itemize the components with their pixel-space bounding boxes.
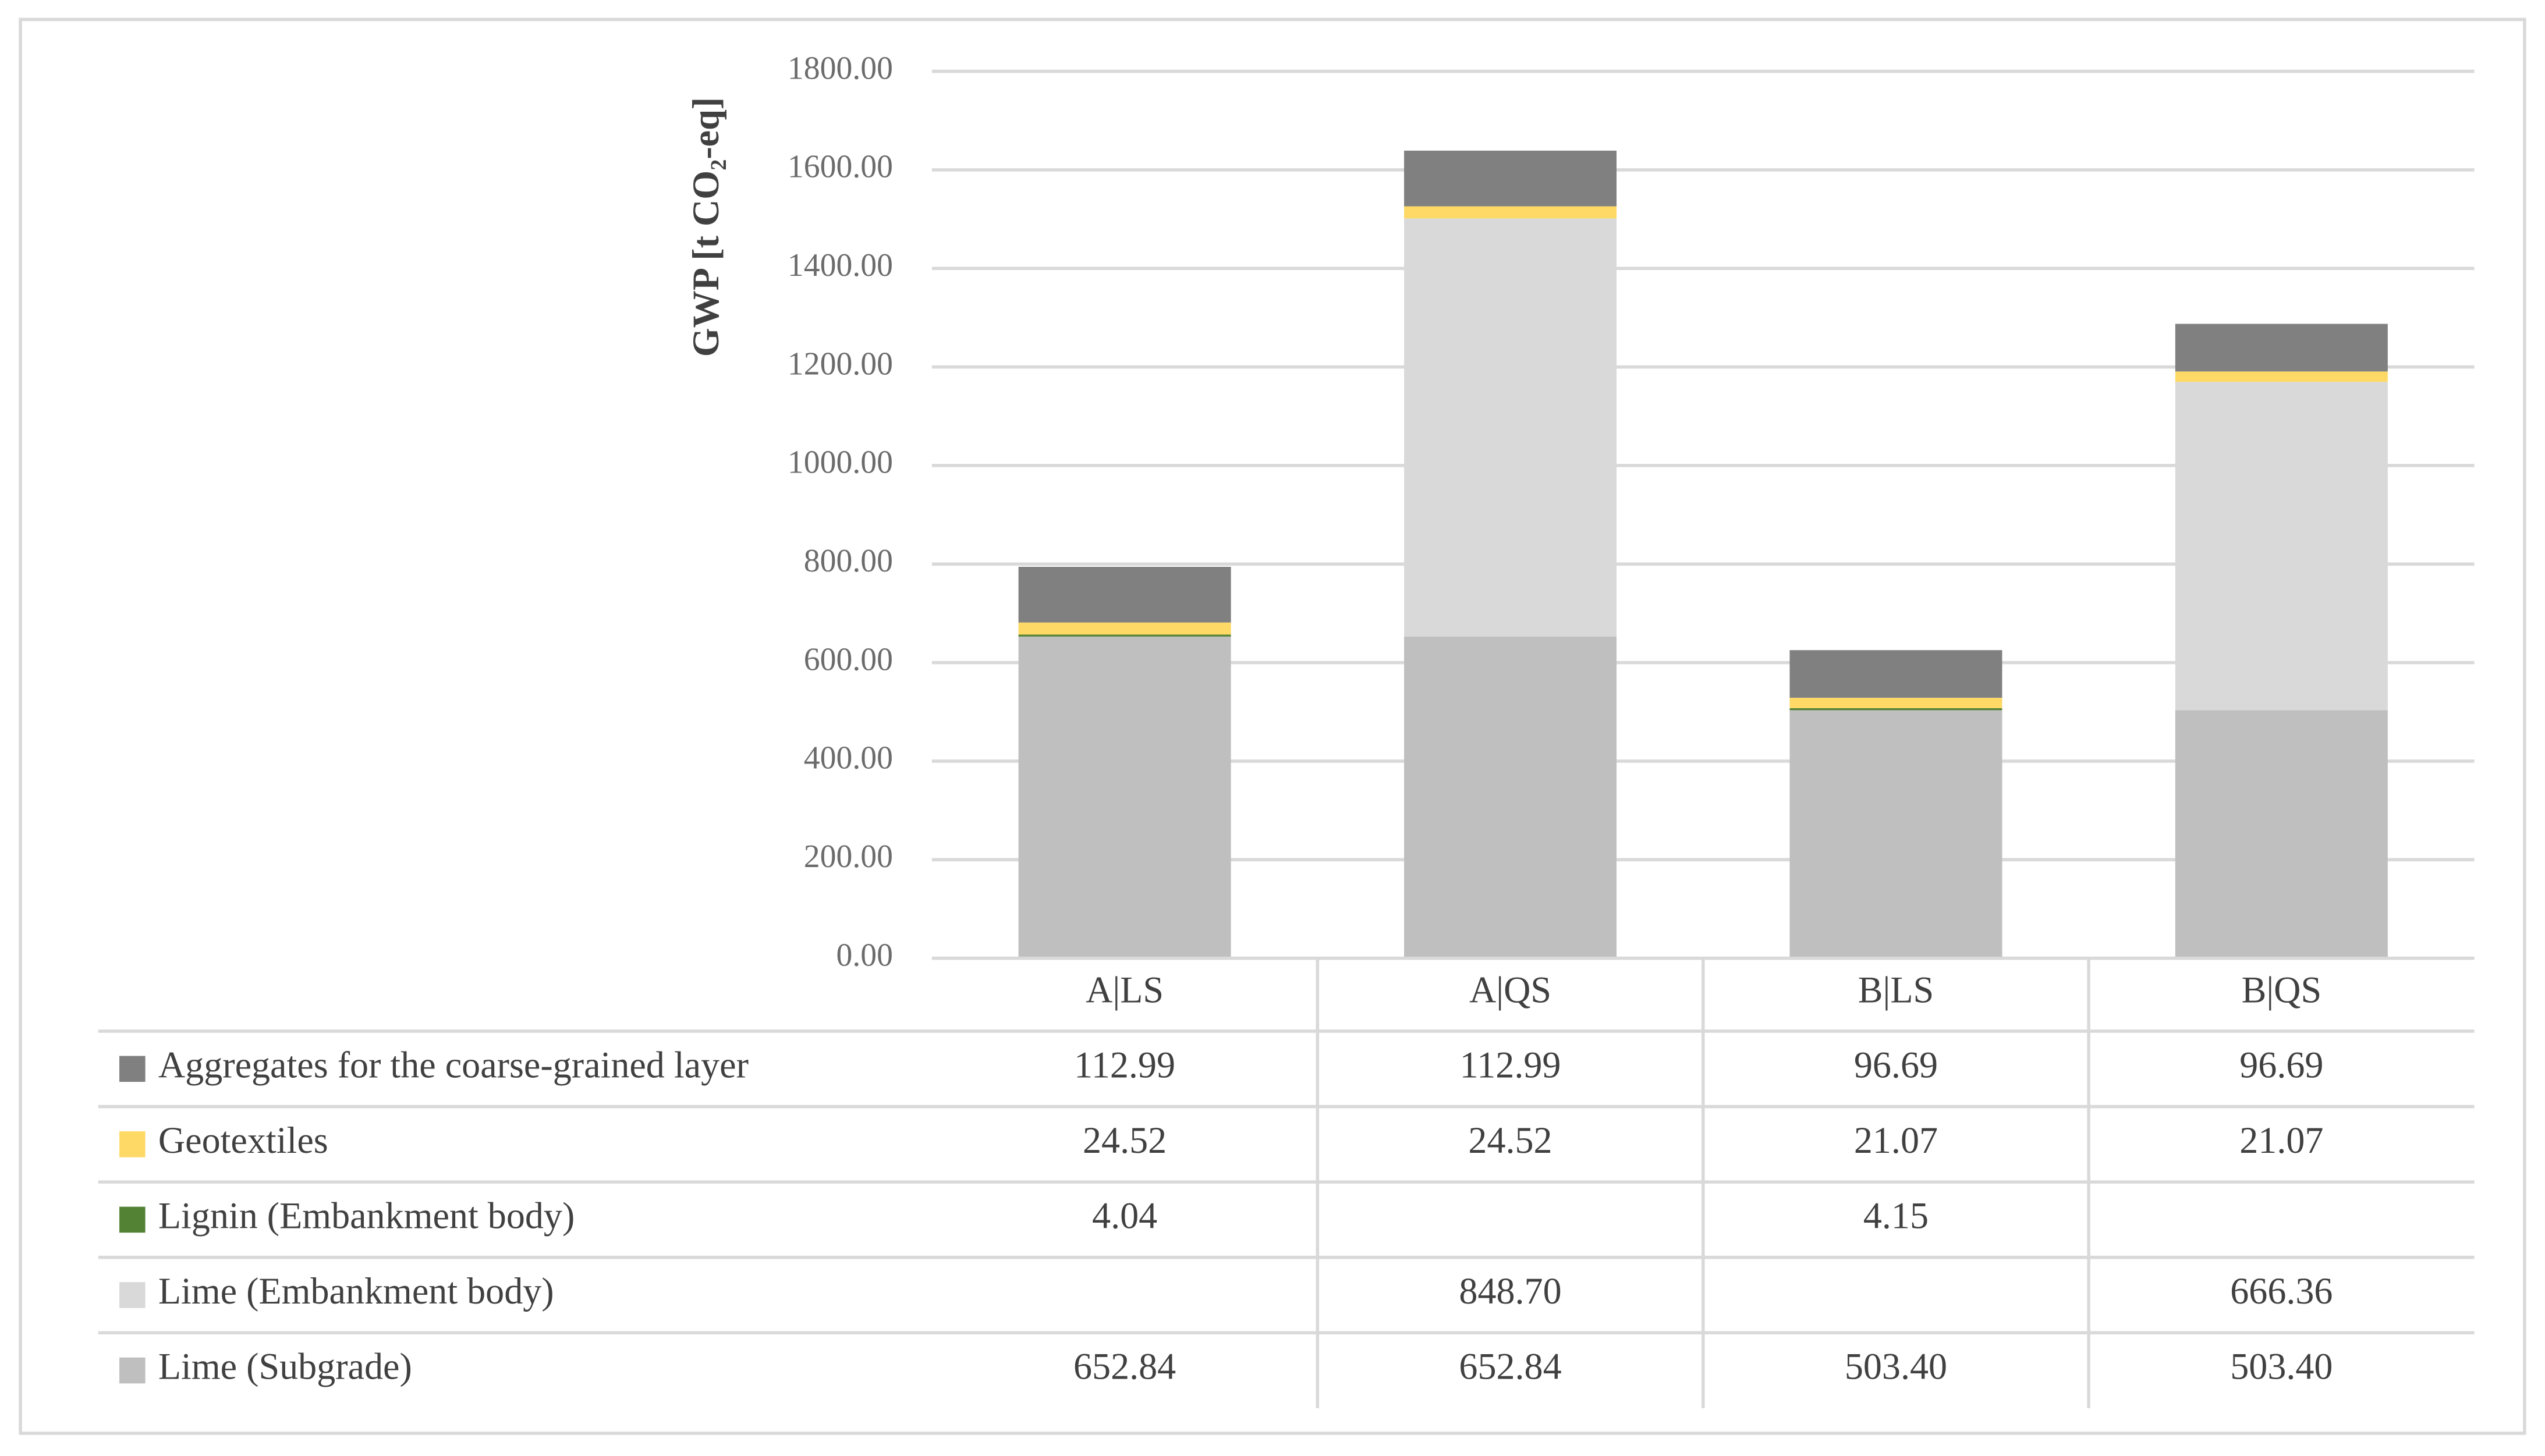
bar-segment xyxy=(1789,710,2002,958)
y-axis-label: GWP [t CO₂-eq] xyxy=(685,97,726,357)
x-tick-label: B|LS xyxy=(1858,970,1934,1011)
legend-swatch xyxy=(119,1206,146,1233)
legend-label: Aggregates for the coarse-grained layer xyxy=(158,1045,749,1086)
bar-segment xyxy=(1404,150,1617,207)
legend-swatch xyxy=(119,1357,146,1384)
x-tick-label: A|LS xyxy=(1086,970,1164,1011)
table-value: 652.84 xyxy=(1073,1346,1176,1387)
bar-segment xyxy=(1018,567,1231,623)
bar-segment xyxy=(1789,708,2002,711)
bar-segment xyxy=(2175,710,2388,958)
table-value: 96.69 xyxy=(2239,1045,2323,1086)
y-tick-label: 0.00 xyxy=(836,937,894,973)
table-value: 503.40 xyxy=(2230,1346,2333,1387)
y-tick-label: 1800.00 xyxy=(788,50,893,86)
x-tick-label: B|QS xyxy=(2242,970,2321,1011)
y-tick-label: 1600.00 xyxy=(788,149,893,185)
table-value: 24.52 xyxy=(1083,1120,1167,1161)
legend-label: Lime (Subgrade) xyxy=(158,1346,412,1387)
table-value: 112.99 xyxy=(1074,1045,1175,1086)
table-value: 4.04 xyxy=(1092,1195,1157,1237)
y-tick-label: 400.00 xyxy=(804,740,893,776)
legend-swatch xyxy=(119,1056,146,1082)
table-value: 666.36 xyxy=(2230,1270,2333,1312)
legend-label: Lignin (Embankment body) xyxy=(158,1195,575,1237)
x-tick-label: A|QS xyxy=(1469,970,1551,1011)
table-value: 21.07 xyxy=(2239,1120,2323,1161)
table-value: 652.84 xyxy=(1459,1346,1561,1387)
table-value: 848.70 xyxy=(1459,1270,1561,1312)
bar-segment xyxy=(1018,634,1231,637)
bar-segment xyxy=(1018,636,1231,958)
table-value: 503.40 xyxy=(1845,1346,1947,1387)
y-tick-label: 1000.00 xyxy=(788,445,893,481)
bar-segment xyxy=(1789,698,2002,708)
legend-label: Lime (Embankment body) xyxy=(158,1270,554,1312)
y-tick-label: 800.00 xyxy=(804,543,893,579)
table-value: 21.07 xyxy=(1854,1120,1938,1161)
legend-label: Geotextiles xyxy=(158,1120,328,1161)
bar-segment xyxy=(1404,206,1617,219)
legend-swatch xyxy=(119,1282,146,1308)
bar-segment xyxy=(1789,650,2002,698)
bar-segment xyxy=(1018,622,1231,635)
bar-segment xyxy=(2175,371,2388,382)
table-value: 96.69 xyxy=(1854,1045,1938,1086)
legend-swatch xyxy=(119,1131,146,1157)
table-value: 24.52 xyxy=(1468,1120,1552,1161)
table-value: 112.99 xyxy=(1460,1045,1561,1086)
bar-segment xyxy=(2175,324,2388,372)
bar-segment xyxy=(2175,382,2388,711)
table-value: 4.15 xyxy=(1863,1195,1929,1237)
chart-border xyxy=(19,17,2526,1435)
bar-segment xyxy=(1404,218,1617,637)
y-tick-label: 1200.00 xyxy=(788,346,893,382)
y-tick-label: 200.00 xyxy=(804,839,893,875)
bar-segment xyxy=(1404,636,1617,958)
y-tick-label: 600.00 xyxy=(804,641,893,677)
y-tick-label: 1400.00 xyxy=(788,247,893,283)
